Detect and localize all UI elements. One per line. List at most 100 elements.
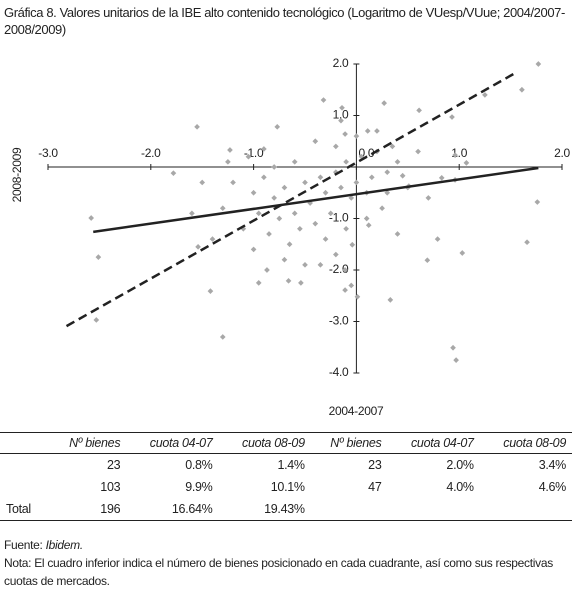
header-cell: Nº bienes — [310, 432, 388, 454]
point — [230, 179, 236, 186]
point — [379, 205, 385, 212]
point — [381, 100, 387, 106]
header-cell: cuota 04-07 — [126, 432, 219, 454]
point — [387, 297, 394, 303]
cell — [387, 498, 480, 521]
point — [434, 236, 441, 242]
point — [312, 138, 319, 145]
point — [416, 107, 422, 114]
header-cell: cuota 08-09 — [218, 432, 311, 454]
cell: 2.0% — [446, 458, 474, 472]
point — [317, 262, 324, 268]
cell: 23 — [368, 458, 382, 472]
point — [364, 128, 371, 134]
y-tick-label: 2.0 — [333, 56, 349, 70]
point — [281, 256, 288, 263]
point — [312, 220, 319, 227]
point — [189, 210, 195, 217]
point — [452, 152, 458, 158]
cell: 10.1% — [270, 480, 305, 494]
point — [274, 124, 281, 130]
x-tick-label: -3.0 — [38, 146, 58, 160]
point — [194, 124, 200, 130]
point — [349, 241, 356, 248]
note: Nota: El cuadro inferior indica el númer… — [4, 556, 553, 588]
y-tick-label: 1.0 — [333, 108, 349, 122]
cell: 19.43% — [218, 498, 311, 521]
cell: 23 — [106, 458, 121, 472]
cell: 3.4% — [538, 458, 567, 472]
point — [389, 143, 396, 150]
point — [354, 293, 361, 300]
cell — [479, 498, 572, 521]
cell: 0.8% — [185, 458, 213, 472]
point — [209, 236, 216, 242]
point — [327, 210, 334, 217]
point — [199, 179, 206, 186]
point — [95, 254, 102, 260]
point — [322, 189, 329, 196]
chart: 2004-2007 2008-2009 -3.0 -2.0 -1.0 0.0 1.0 2.… — [10, 56, 571, 418]
source: Fuente: Ibidem. — [4, 536, 566, 554]
point — [363, 215, 370, 222]
x-axis-label: 2004-2007 — [329, 404, 384, 418]
point — [535, 61, 542, 67]
point — [534, 199, 541, 205]
row-label: Total — [0, 498, 50, 521]
point — [399, 172, 406, 179]
point — [365, 222, 372, 229]
row-label — [0, 454, 50, 477]
header-cell: Nº bienes — [49, 432, 127, 454]
point — [384, 189, 391, 196]
x-tick-label: 2.0 — [554, 146, 570, 160]
point — [342, 267, 348, 273]
point — [250, 246, 257, 253]
point — [463, 160, 470, 166]
chart-title: Gráfica 8. Valores unitarios de la IBE a… — [4, 5, 565, 37]
point — [333, 251, 339, 258]
point — [261, 174, 267, 181]
point — [342, 131, 348, 137]
cell: 4.6% — [538, 480, 567, 494]
point — [271, 164, 277, 170]
footer: Fuente: Ibidem. Nota: El cuadro inferior… — [4, 536, 566, 590]
point — [482, 92, 488, 98]
y-tick-label: -2.0 — [329, 262, 349, 276]
point — [291, 159, 298, 165]
point — [524, 239, 530, 246]
row-label — [0, 476, 50, 498]
table-row: 103 9.9% 10.1% 47 4.0% 4.6% — [0, 476, 572, 498]
point — [225, 159, 231, 165]
cell: 16.64% — [126, 498, 219, 521]
y-tick-label: -1.0 — [329, 211, 349, 225]
x-tick-label: -1.0 — [244, 146, 264, 160]
point — [261, 146, 267, 152]
point — [297, 225, 303, 232]
point — [320, 97, 327, 103]
y-tick-label: -4.0 — [329, 365, 349, 379]
x-tick-label: -2.0 — [141, 146, 161, 160]
table-row: Total 196 16.64% 19.43% — [0, 498, 572, 521]
trend-line — [93, 166, 539, 234]
y-axis-label: 2008-2009 — [10, 147, 24, 202]
point — [245, 153, 252, 160]
point — [415, 148, 421, 155]
point — [227, 147, 233, 153]
point — [302, 179, 308, 186]
point — [353, 133, 360, 139]
cell: 1.4% — [277, 458, 305, 472]
point — [394, 159, 401, 165]
point — [459, 250, 466, 256]
header-cell: cuota 04-07 — [387, 432, 480, 454]
x-tick-label: 1.0 — [451, 146, 467, 160]
cell: 47 — [368, 480, 382, 494]
point — [348, 195, 355, 201]
point — [250, 189, 257, 196]
cell: 103 — [100, 480, 121, 494]
table-row: 23 0.8% 1.4% 23 2.0% 3.4% — [0, 454, 572, 477]
point — [264, 267, 270, 273]
point — [195, 243, 201, 250]
point — [333, 143, 339, 150]
point — [291, 210, 298, 217]
